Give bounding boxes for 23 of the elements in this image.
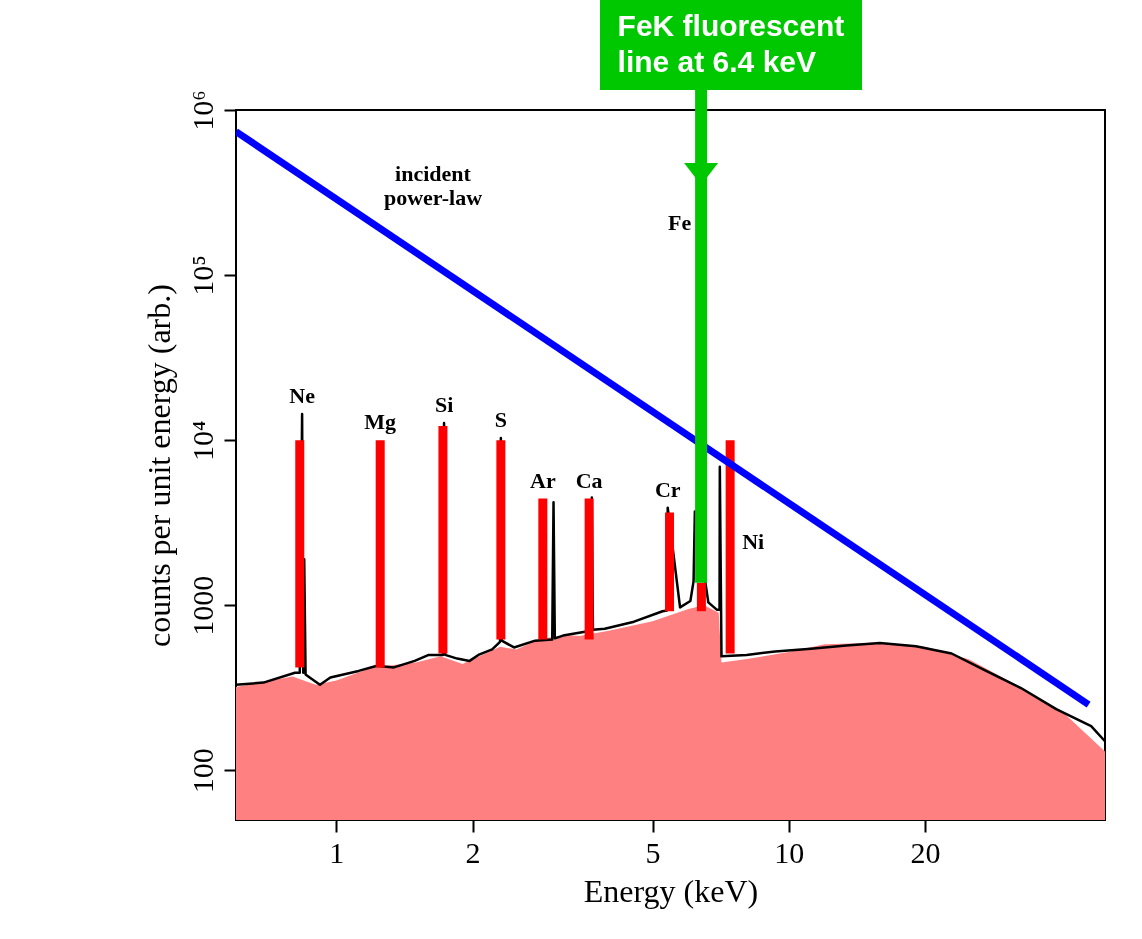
y-axis-title: counts per unit energy (arb.) bbox=[140, 284, 177, 647]
x-axis-title: Energy (keV) bbox=[583, 872, 759, 909]
y-tick-label: 10⁶ bbox=[185, 90, 219, 131]
annotation: S bbox=[494, 407, 507, 433]
annotation: Ni bbox=[742, 528, 765, 554]
annotation: Ca bbox=[575, 467, 603, 493]
x-tick-label: 1 bbox=[329, 835, 345, 869]
y-tick-label: 10⁵ bbox=[185, 255, 219, 296]
y-tick-label: 100 bbox=[185, 748, 219, 794]
x-tick-label: 5 bbox=[645, 835, 661, 869]
y-tick-label: 1000 bbox=[185, 575, 219, 636]
annotation: Mg bbox=[364, 409, 397, 435]
y-tick-label: 10⁴ bbox=[185, 420, 219, 461]
annotation: Si bbox=[434, 392, 454, 418]
series-label: incident power-law bbox=[383, 160, 483, 210]
x-tick-label: 10 bbox=[774, 835, 805, 869]
x-tick-label: 20 bbox=[910, 835, 941, 869]
annotation: Cr bbox=[654, 476, 681, 502]
annotation: FeK fluorescent line at 6.4 keV bbox=[599, 0, 863, 90]
annotation: Ar bbox=[530, 467, 556, 493]
x-tick-label: 2 bbox=[465, 835, 481, 869]
annotation: Ne bbox=[289, 383, 316, 409]
annotation: Fe bbox=[668, 210, 692, 236]
